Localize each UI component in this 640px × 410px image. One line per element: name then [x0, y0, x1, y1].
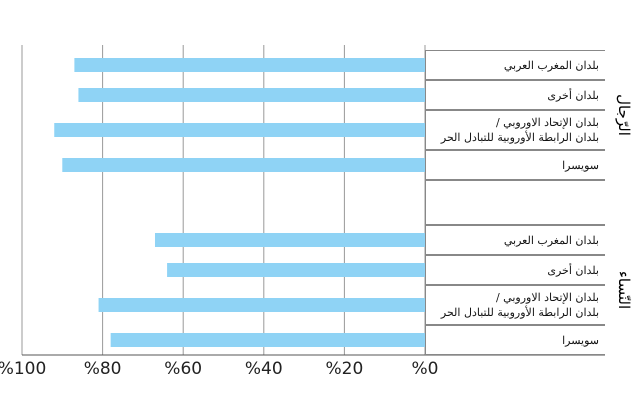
empty-cell: [425, 180, 605, 225]
x-tick-label: %100: [0, 359, 47, 379]
x-tick-label: %80: [83, 359, 122, 379]
category-label: بلدان أخرى: [425, 80, 605, 110]
bar: [78, 88, 426, 102]
category-label: بلدان أخرى: [425, 255, 605, 285]
category-label: بلدان المغرب العربي: [425, 50, 605, 80]
bar: [62, 158, 426, 172]
bar: [167, 263, 425, 277]
category-label: سويسرا: [425, 325, 605, 355]
x-tick-label: %40: [244, 359, 283, 379]
x-tick-label: %20: [325, 359, 364, 379]
bar: [110, 333, 425, 347]
bar: [74, 58, 425, 72]
bar: [54, 123, 426, 137]
bar: [154, 233, 426, 247]
group-label: الرّجال: [615, 94, 633, 136]
x-tick-label: %60: [164, 359, 203, 379]
category-label: بلدان الإتحاد الاوروبي / بلدان الرابطة ا…: [425, 285, 605, 325]
bar: [98, 298, 425, 312]
x-tick-label: %0: [411, 359, 439, 379]
category-label: بلدان الإتحاد الاوروبي / بلدان الرابطة ا…: [425, 110, 605, 150]
group-label: النّساء: [615, 270, 633, 310]
category-label: بلدان المغرب العربي: [425, 225, 605, 255]
category-label: سويسرا: [425, 150, 605, 180]
